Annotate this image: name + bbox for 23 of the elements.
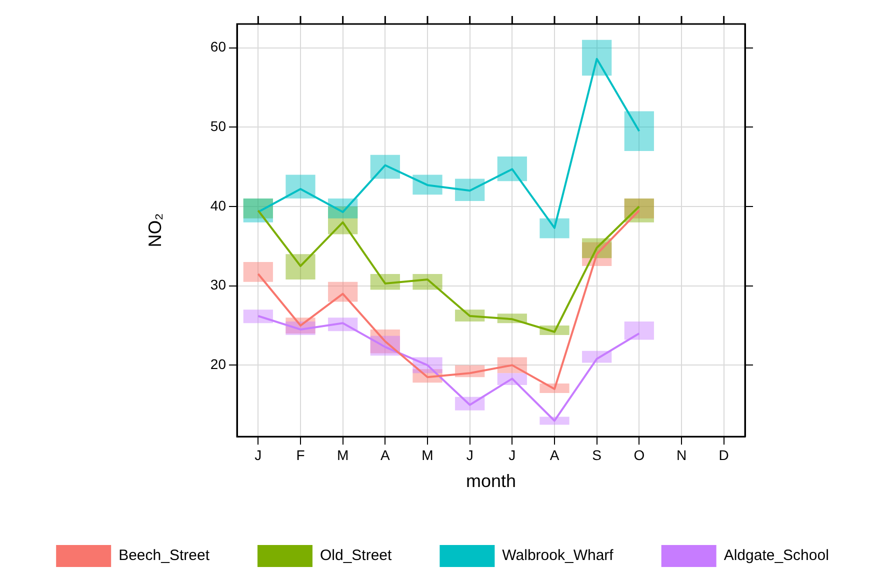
x-tick-label: O xyxy=(634,446,645,463)
x-tick-label: A xyxy=(550,446,560,463)
y-tick-label: 20 xyxy=(210,356,226,372)
x-tick-label: J xyxy=(254,446,262,463)
x-axis-title: month xyxy=(466,471,516,492)
y-tick-label: 50 xyxy=(210,118,226,134)
legend-label: Old_Street xyxy=(320,547,393,564)
y-tick-label: 30 xyxy=(210,276,226,293)
x-tick-label: M xyxy=(336,446,349,463)
legend-label: Beech_Street xyxy=(118,547,210,564)
x-tick-label: J xyxy=(466,446,474,463)
legend-label: Walbrook_Wharf xyxy=(502,547,614,564)
x-tick-label: S xyxy=(592,446,602,463)
y-tick-label: 60 xyxy=(210,38,226,55)
x-tick-label: D xyxy=(718,446,729,463)
x-tick-label: F xyxy=(296,446,305,463)
x-tick-label: J xyxy=(508,446,516,463)
x-tick-label: M xyxy=(422,446,434,463)
y-tick-label: 40 xyxy=(210,197,226,214)
x-tick-label: A xyxy=(380,446,390,463)
x-tick-label: N xyxy=(676,446,687,463)
y-axis-title: NO₂ xyxy=(144,213,165,248)
legend-label: Aldgate_School xyxy=(724,547,829,564)
